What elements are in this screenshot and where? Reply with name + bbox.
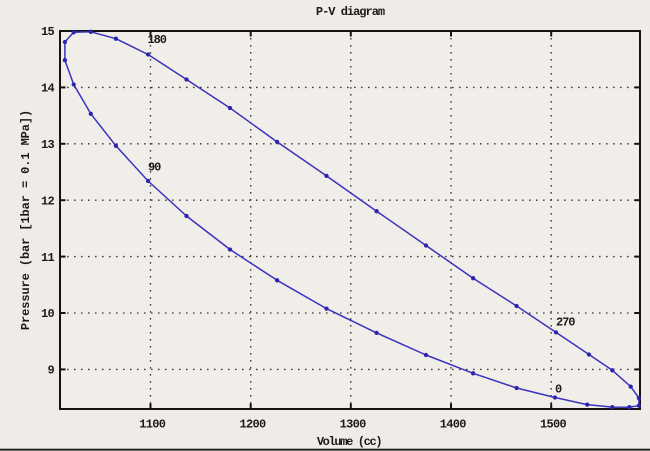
svg-text:13: 13 <box>41 138 55 152</box>
svg-text:14: 14 <box>41 82 55 96</box>
svg-text:1200: 1200 <box>239 417 266 431</box>
svg-text:1500: 1500 <box>540 417 567 431</box>
svg-text:15: 15 <box>41 25 55 39</box>
svg-text:1100: 1100 <box>139 417 166 431</box>
svg-text:180: 180 <box>148 33 167 47</box>
svg-text:270: 270 <box>556 316 575 330</box>
svg-text:10: 10 <box>41 307 55 321</box>
svg-text:11: 11 <box>41 251 55 265</box>
svg-text:Pressure (bar [1bar = 0.1 MPa]: Pressure (bar [1bar = 0.1 MPa]) <box>19 110 33 330</box>
svg-text:1400: 1400 <box>440 417 467 431</box>
svg-text:9: 9 <box>47 364 54 378</box>
svg-text:90: 90 <box>148 160 161 174</box>
svg-text:1300: 1300 <box>340 417 367 431</box>
svg-text:P-V diagram: P-V diagram <box>316 5 385 19</box>
svg-text:12: 12 <box>41 194 55 208</box>
svg-text:0: 0 <box>555 383 562 397</box>
svg-text:Volume (cc): Volume (cc) <box>317 435 382 449</box>
